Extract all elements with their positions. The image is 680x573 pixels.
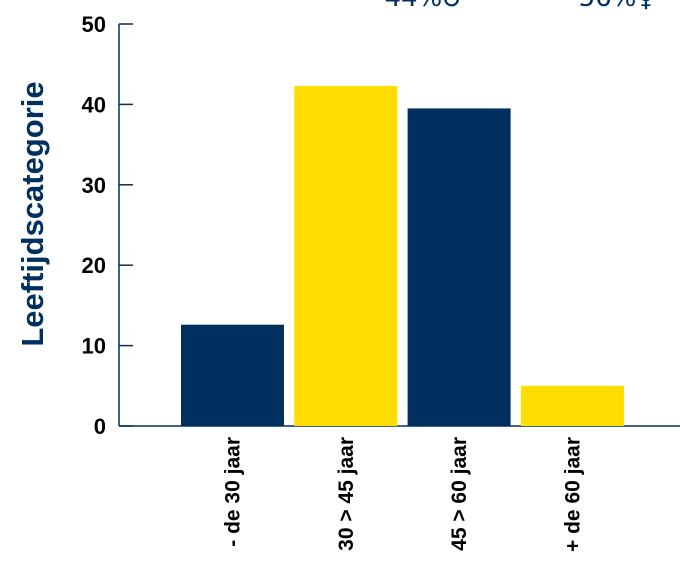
x-tick-label: + de 60 jaar <box>561 437 584 552</box>
y-tick-label: 50 <box>82 12 106 37</box>
bar-2 <box>407 108 511 427</box>
bar-1 <box>294 85 398 427</box>
bars <box>181 85 624 427</box>
y-tick-label: 0 <box>94 414 106 439</box>
x-axis-labels: - de 30 jaar 30 > 45 jaar 45 > 60 jaar + de… <box>222 437 585 552</box>
x-tick-label: - de 30 jaar <box>222 437 245 547</box>
gender-annotations: 44%♂ 56%♀ <box>384 0 655 13</box>
bar-0 <box>181 324 284 426</box>
x-tick-label: 45 > 60 jaar <box>448 437 471 551</box>
female-percentage-annotation: 56%♀ <box>579 0 656 13</box>
y-tick-label: 20 <box>82 253 106 278</box>
y-tick-label: 10 <box>82 334 106 359</box>
x-tick-label: 30 > 45 jaar <box>335 437 358 551</box>
y-tick-label: 30 <box>82 173 106 198</box>
y-axis-label: Leeftijdscategorie <box>15 81 50 346</box>
y-tick-label: 40 <box>82 92 106 117</box>
male-percentage-annotation: 44%♂ <box>384 0 465 13</box>
bar-3 <box>520 385 624 426</box>
